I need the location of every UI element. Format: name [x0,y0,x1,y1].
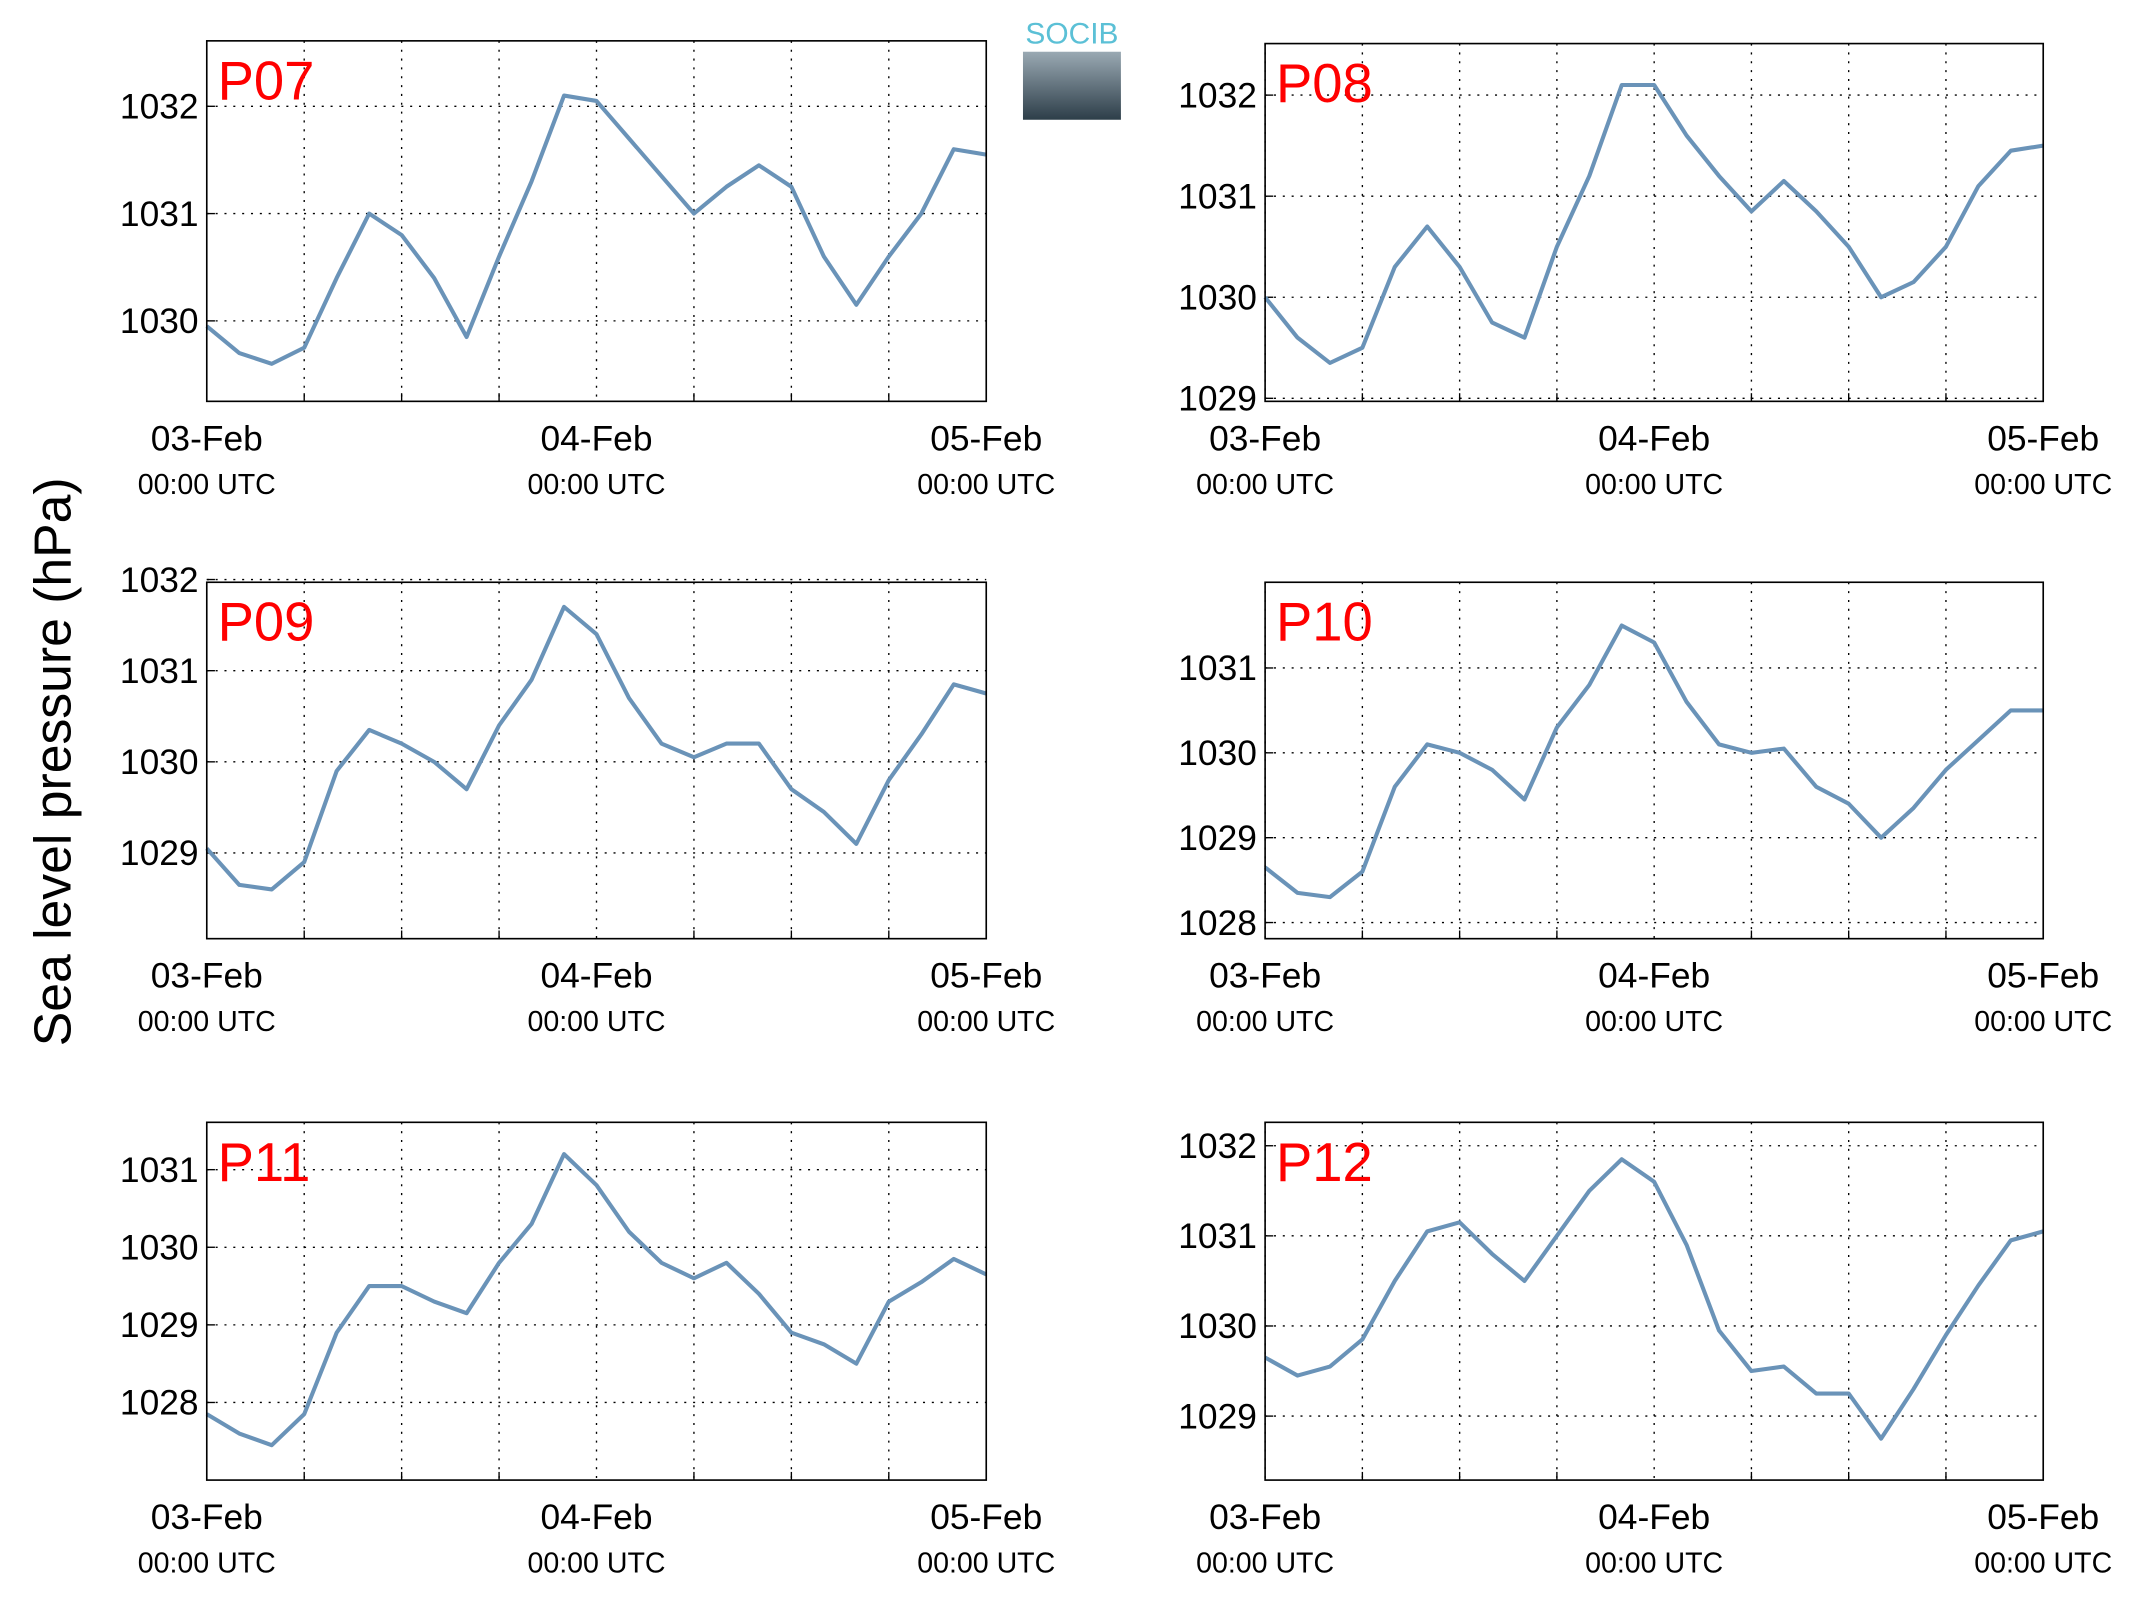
y-tick-label: 1031 [1178,177,1257,216]
panel-title: P07 [218,50,315,111]
plot-frame [1264,1121,2045,1481]
data-line [1264,1157,2044,1441]
logo: SOCIB [1022,18,1121,120]
x-tick-label: 04-Feb [540,419,652,458]
y-tick-label: 1029 [1178,1397,1257,1436]
logo-text: SOCIB [1025,18,1118,51]
x-tick-sublabel: 00:00 UTC [1585,1006,1723,1038]
x-tick-sublabel: 00:00 UTC [1974,469,2112,501]
data-line [1263,623,2044,900]
y-tick-label: 1031 [1178,1217,1257,1256]
x-tick-sublabel: 00:00 UTC [138,1006,276,1038]
x-tick-label: 05-Feb [1987,419,2099,458]
x-tick-sublabel: 00:00 UTC [917,1006,1055,1038]
subplot: 1030 1031 1032 03-Feb 00:00 UTC 04-Feb 00:00 U… [120,40,1055,501]
x-tick-label: 05-Feb [930,1498,1042,1537]
x-tick-sublabel: 00:00 UTC [917,469,1055,501]
x-tick-label: 03-Feb [151,1498,263,1537]
y-tick-label: 1029 [1178,819,1257,858]
x-tick-sublabel: 00:00 UTC [1974,1006,2112,1038]
plot-frame [205,1121,988,1481]
y-tick-label: 1030 [1178,278,1257,317]
x-tick-sublabel: 00:00 UTC [1196,1548,1334,1580]
y-tick-label: 1029 [1178,380,1257,419]
x-tick-sublabel: 00:00 UTC [527,469,665,501]
x-tick-label: 03-Feb [151,957,263,996]
y-tick-label: 1032 [120,561,199,600]
y-tick-label: 1031 [1178,649,1257,688]
x-tick-sublabel: 00:00 UTC [917,1548,1055,1580]
plot-frame [205,40,988,403]
x-tick-label: 04-Feb [1598,957,1710,996]
x-tick-sublabel: 00:00 UTC [138,1548,276,1580]
y-tick-label: 1029 [120,834,199,873]
x-tick-sublabel: 00:00 UTC [1585,1548,1723,1580]
x-tick-label: 04-Feb [540,1498,652,1537]
y-tick-label: 1030 [120,743,199,782]
panel-title: P12 [1276,1132,1373,1193]
y-tick-label: 1032 [1178,1127,1257,1166]
x-tick-label: 03-Feb [1209,419,1321,458]
plot-frame [1264,581,2045,940]
y-tick-label: 1030 [120,1229,199,1268]
x-tick-label: 04-Feb [540,957,652,996]
subplot: 1029 1030 1031 1032 03-Feb 00:00 UTC 04-Feb 00:… [1178,1121,2112,1580]
plot-frame [1264,42,2045,403]
y-tick-label: 1030 [120,302,199,341]
x-tick-label: 04-Feb [1598,1498,1710,1537]
x-tick-sublabel: 00:00 UTC [138,469,276,501]
x-tick-label: 03-Feb [1209,957,1321,996]
subplot: 1029 1030 1031 1032 03-Feb 00:00 UTC 04-Feb 00:… [1178,42,2112,501]
data-line [205,604,987,892]
subplot: 1029 1030 1031 1032 03-Feb 00:00 UTC 04-Feb 00:… [120,561,1055,1038]
data-line [205,1152,988,1448]
x-tick-sublabel: 00:00 UTC [1585,469,1723,501]
y-tick-label: 1029 [120,1306,199,1345]
x-tick-sublabel: 00:00 UTC [527,1548,665,1580]
panel-title: P08 [1276,53,1373,114]
x-tick-label: 03-Feb [1209,1498,1321,1537]
logo-box [1022,51,1121,120]
y-tick-label: 1032 [120,88,199,127]
y-tick-label: 1028 [1178,904,1257,943]
x-tick-label: 03-Feb [151,419,263,458]
panel-title: P10 [1276,592,1373,653]
x-tick-sublabel: 00:00 UTC [1196,469,1334,501]
y-tick-label: 1028 [120,1384,199,1423]
y-axis-label: Sea level pressure (hPa) [24,477,82,1046]
y-tick-label: 1031 [120,652,199,691]
subplot: 1028 1029 1030 1031 03-Feb 00:00 UTC 04-Feb 00:… [1178,581,2112,1038]
x-tick-sublabel: 00:00 UTC [1974,1548,2112,1580]
x-tick-label: 05-Feb [930,419,1042,458]
data-line [205,93,987,366]
y-tick-label: 1031 [120,1151,199,1190]
y-tick-label: 1030 [1178,1307,1257,1346]
x-tick-label: 05-Feb [1987,957,2099,996]
panel-title: P11 [218,1132,311,1193]
y-tick-label: 1031 [120,195,199,234]
data-line [1263,82,2044,365]
x-tick-sublabel: 00:00 UTC [1196,1006,1334,1038]
subplot: 1028 1029 1030 1031 03-Feb 00:00 UTC 04-Feb 00:… [120,1121,1055,1580]
x-tick-label: 05-Feb [1987,1498,2099,1537]
x-tick-sublabel: 00:00 UTC [527,1006,665,1038]
panel-title: P09 [218,592,315,653]
y-tick-label: 1030 [1178,734,1257,773]
x-tick-label: 05-Feb [930,957,1042,996]
plot-frame [205,581,988,940]
x-tick-label: 04-Feb [1598,419,1710,458]
y-tick-label: 1032 [1178,76,1257,115]
